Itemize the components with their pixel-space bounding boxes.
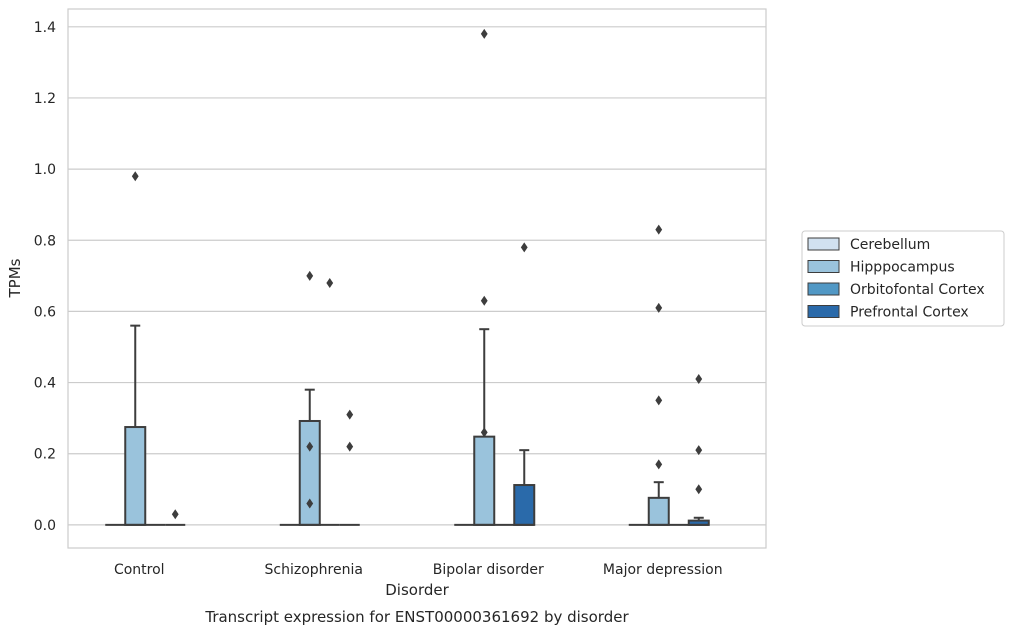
box [513, 484, 536, 526]
plot-frame [67, 8, 767, 549]
outlier-point [695, 484, 703, 495]
outlier-point [480, 427, 488, 438]
y-tick-label: 0.0 [34, 518, 56, 534]
series-prefrontal-cortex [165, 242, 710, 526]
outlier-point [520, 242, 528, 253]
series-hipppocampus [124, 28, 670, 526]
outlier-point [695, 445, 703, 456]
outlier-point [655, 224, 663, 235]
box [473, 435, 496, 526]
y-tick-label: 0.6 [34, 304, 56, 320]
legend-label: Orbitofontal Cortex [850, 282, 985, 298]
outlier-point [326, 277, 334, 288]
legend-swatch [807, 282, 840, 296]
outlier-point [695, 374, 703, 385]
x-tick-label: Major depression [603, 562, 723, 578]
x-tick-label: Control [114, 562, 165, 578]
legend-swatch [807, 305, 840, 318]
legend: Cerebellum Hipppocampus Orbitofontal Corte… [801, 230, 1005, 327]
outlier-point [346, 441, 354, 452]
y-axis-label: TPMs [6, 258, 24, 298]
outlier-point [480, 295, 488, 306]
legend-items: Cerebellum Hipppocampus Orbitofontal Corte… [807, 237, 985, 321]
legend-label: Hipppocampus [850, 260, 955, 276]
box [298, 419, 321, 526]
legend-swatch [807, 237, 840, 251]
series-orbitofontal-cortex [145, 277, 689, 526]
outlier-point [655, 459, 663, 470]
outlier-point [171, 509, 179, 520]
x-tick-label: Bipolar disorder [433, 562, 544, 578]
x-tick-label: Schizophrenia [265, 562, 363, 578]
box [647, 496, 670, 526]
y-tick-label: 0.2 [34, 447, 56, 463]
y-tick-label: 0.4 [34, 376, 56, 392]
outlier-point [655, 395, 663, 406]
y-tick-label: 1.2 [34, 91, 56, 107]
legend-frame [801, 230, 1005, 327]
chart-title: Transcript expression for ENST0000036169… [204, 608, 629, 626]
x-axis-label: Disorder [385, 581, 449, 599]
y-tick-label: 0.8 [34, 233, 56, 249]
legend-label: Prefrontal Cortex [850, 305, 969, 321]
outlier-point [480, 28, 488, 39]
outlier-point [346, 409, 354, 420]
outlier-point [306, 270, 314, 281]
outlier-point [306, 498, 314, 509]
legend-swatch [807, 260, 840, 273]
box-plot-series [105, 28, 710, 526]
y-tick-label: 1.4 [34, 20, 56, 36]
outlier-point [306, 441, 314, 452]
y-tick-label: 1.0 [34, 162, 56, 178]
outlier-point [655, 302, 663, 313]
legend-label: Cerebellum [850, 237, 930, 253]
outlier-point [131, 171, 139, 182]
box [124, 426, 147, 526]
grid-lines [68, 26, 766, 526]
y-tick-labels: 0.0 0.2 0.4 0.6 0.8 1.0 1.2 1.4 [34, 20, 56, 534]
x-tick-labels: Control Schizophrenia Bipolar disorder Majo… [114, 562, 723, 578]
